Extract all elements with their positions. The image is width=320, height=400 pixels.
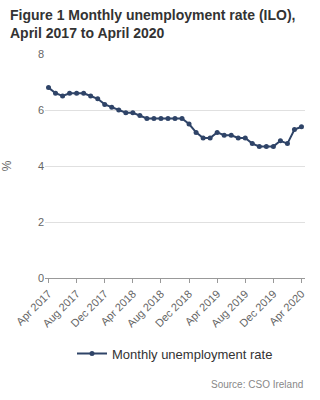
svg-text:Aug 2017: Aug 2017 [40,288,82,330]
svg-text:Aug 2019: Aug 2019 [209,288,251,330]
svg-text:Apr 2020: Apr 2020 [267,288,307,328]
svg-text:Dec 2019: Dec 2019 [237,288,279,330]
svg-text:2: 2 [38,216,44,228]
svg-text:Aug 2018: Aug 2018 [124,288,166,330]
html-text:Figure 1 Monthly unemployment: Figure 1 Monthly unemployment rate (ILO)… [10,7,296,41]
svg-text:4: 4 [38,160,44,172]
svg-text:Dec 2017: Dec 2017 [68,288,110,330]
svg-text:Apr 2018: Apr 2018 [98,288,138,328]
svg-text:Dec 2018: Dec 2018 [153,288,195,330]
svg-text:Monthly unemployment rate: Monthly unemployment rate [112,347,272,362]
svg-text:0: 0 [38,272,44,284]
svg-text:Apr 2017: Apr 2017 [14,288,54,328]
svg-text:Source: CSO Ireland: Source: CSO Ireland [211,379,303,390]
svg-text:%: % [0,160,14,171]
svg-text:6: 6 [38,104,44,116]
svg-text:Apr 2019: Apr 2019 [182,288,222,328]
svg-text:8: 8 [38,48,44,60]
